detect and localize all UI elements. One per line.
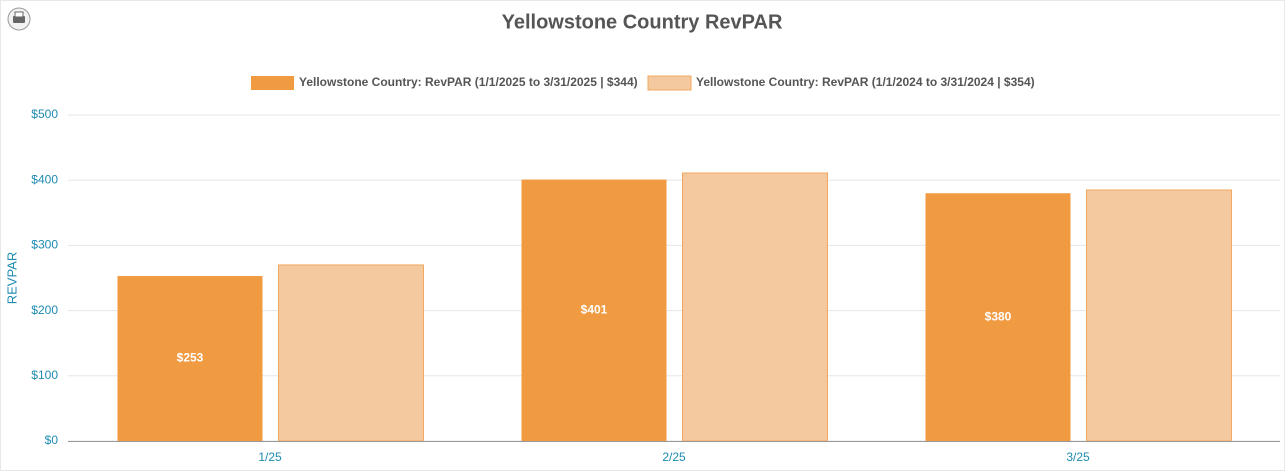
x-tick-label: 1/25 <box>258 450 282 464</box>
legend-label: Yellowstone Country: RevPAR (1/1/2025 to… <box>299 75 638 89</box>
x-tick-label: 3/25 <box>1066 450 1090 464</box>
y-tick-label: $400 <box>31 172 58 186</box>
legend-swatch <box>647 75 692 91</box>
bar <box>521 179 667 441</box>
y-axis-title: REVPAR <box>4 252 19 305</box>
y-tick-label: $200 <box>31 303 58 317</box>
bar <box>117 276 263 441</box>
legend-label: Yellowstone Country: RevPAR (1/1/2024 to… <box>696 75 1035 89</box>
print-button[interactable] <box>7 7 31 31</box>
bar <box>682 172 828 442</box>
print-icon-body[interactable] <box>13 16 25 23</box>
print-icon-paper[interactable] <box>14 11 24 18</box>
x-tick-label: 2/25 <box>662 450 686 464</box>
y-tick-label: $100 <box>31 368 58 382</box>
bar <box>278 264 424 442</box>
y-tick-label: $300 <box>31 238 58 252</box>
y-tick-label: $500 <box>31 107 58 121</box>
value-label: $253 <box>177 351 204 365</box>
value-label: $401 <box>581 302 608 316</box>
legend-swatch <box>251 76 294 90</box>
y-tick-label: $0 <box>45 433 59 447</box>
bar <box>925 193 1071 441</box>
value-label: $380 <box>985 309 1012 323</box>
chart-title: Yellowstone Country RevPAR <box>502 11 783 33</box>
bar <box>1086 189 1232 442</box>
